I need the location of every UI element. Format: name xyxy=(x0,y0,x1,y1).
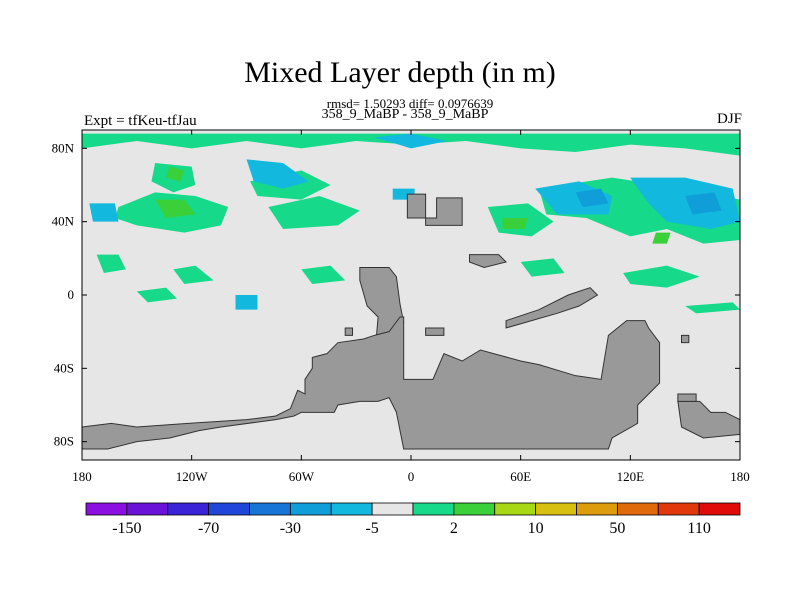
x-tick-label-5: 120E xyxy=(617,469,645,484)
colorbar-box-13 xyxy=(616,502,659,516)
chart-stats: rmsd= 1.50293 diff= 0.0976639 xyxy=(326,96,494,111)
colorbar-label-5: 10 xyxy=(528,520,544,537)
land-mask-4 xyxy=(82,316,661,450)
land-mask-7 xyxy=(344,327,354,336)
chart-subtitle: 358_9_MaBP - 358_9_MaBP xyxy=(321,107,489,122)
colorbar-box-1 xyxy=(126,502,169,516)
y-tick-label-1: 40N xyxy=(52,214,75,229)
x-tick-label-3: 0 xyxy=(408,469,415,484)
colorbar-box-3 xyxy=(208,502,250,516)
colorbar-box-11 xyxy=(535,502,577,516)
colorbar-label-1: -70 xyxy=(198,520,219,537)
colorbar-box-8 xyxy=(412,502,455,516)
colorbar-box-14 xyxy=(657,502,700,516)
colorbar-box-12 xyxy=(576,502,618,516)
anomaly-patch-17 xyxy=(502,218,528,229)
x-tick-label-2: 60W xyxy=(289,469,315,484)
y-tick-label-0: 80N xyxy=(52,140,75,155)
anomaly-patch-27 xyxy=(685,192,722,215)
colorbar-box-0 xyxy=(85,502,128,516)
land-mask-8 xyxy=(677,400,740,439)
land-mask-6 xyxy=(425,327,445,336)
anomaly-patch-20 xyxy=(89,203,119,222)
colorbar-box-4 xyxy=(249,502,291,516)
season-label: DJF xyxy=(716,111,742,127)
anomaly-patch-18 xyxy=(652,232,671,244)
anomaly-patch-21 xyxy=(374,133,448,149)
anomaly-patch-26 xyxy=(575,188,609,207)
land-mask-10 xyxy=(681,334,690,344)
colorbar-box-15 xyxy=(698,502,741,516)
land-mask-1 xyxy=(406,193,463,226)
experiment-label: Expt = tfKeu-tfJau xyxy=(84,113,197,129)
colorbar-box-9 xyxy=(453,502,496,516)
colorbar-box-2 xyxy=(167,502,210,516)
anomaly-patch-8 xyxy=(96,254,126,273)
anomaly-patch-5 xyxy=(268,196,360,229)
colorbar-box-5 xyxy=(289,502,332,516)
colorbar-label-3: -5 xyxy=(365,520,378,537)
x-tick-label-4: 60E xyxy=(510,469,531,484)
anomaly-patch-16 xyxy=(166,166,185,182)
colorbar-label-7: 110 xyxy=(687,520,710,537)
land-mask-5 xyxy=(505,287,599,329)
colorbar-label-6: 50 xyxy=(609,520,625,537)
chart-title: Mixed Layer depth (in m) xyxy=(244,56,556,89)
map-plot-area xyxy=(82,130,740,460)
anomaly-patch-15 xyxy=(155,199,196,218)
x-tick-label-6: 180 xyxy=(730,469,750,484)
anomaly-patch-11 xyxy=(623,265,700,288)
land-mask-9 xyxy=(677,393,697,402)
colorbar-label-0: -150 xyxy=(112,520,141,537)
y-tick-label-4: 80S xyxy=(54,434,74,449)
colorbar-box-10 xyxy=(494,502,537,516)
colorbar: -150 -70 -30 -5 2 10 50 110 xyxy=(85,502,741,537)
anomaly-patch-25 xyxy=(235,295,258,310)
colorbar-label-2: -30 xyxy=(280,520,301,537)
anomaly-patch-23 xyxy=(630,177,740,229)
x-tick-label-1: 120W xyxy=(176,469,209,484)
anomaly-patch-19 xyxy=(246,159,309,189)
anomaly-patch-9 xyxy=(173,265,214,284)
colorbar-label-4: 2 xyxy=(450,520,458,537)
anomaly-patch-12 xyxy=(520,258,565,277)
x-tick-label-0: 180 xyxy=(72,469,92,484)
colorbar-box-6 xyxy=(330,502,373,516)
y-tick-label-3: 40S xyxy=(54,360,74,375)
map-axes: 180 120W 60W 0 60E 120E 180 80N 40N 0 40S 80S xyxy=(52,130,750,484)
y-tick-label-2: 0 xyxy=(68,287,75,302)
colorbar-box-7 xyxy=(371,502,414,516)
land-mask-2 xyxy=(468,254,508,269)
anomaly-patch-13 xyxy=(136,287,178,303)
anomaly-patch-14 xyxy=(685,302,740,314)
anomaly-patch-10 xyxy=(301,265,346,284)
anomaly-patch-22 xyxy=(535,181,613,215)
